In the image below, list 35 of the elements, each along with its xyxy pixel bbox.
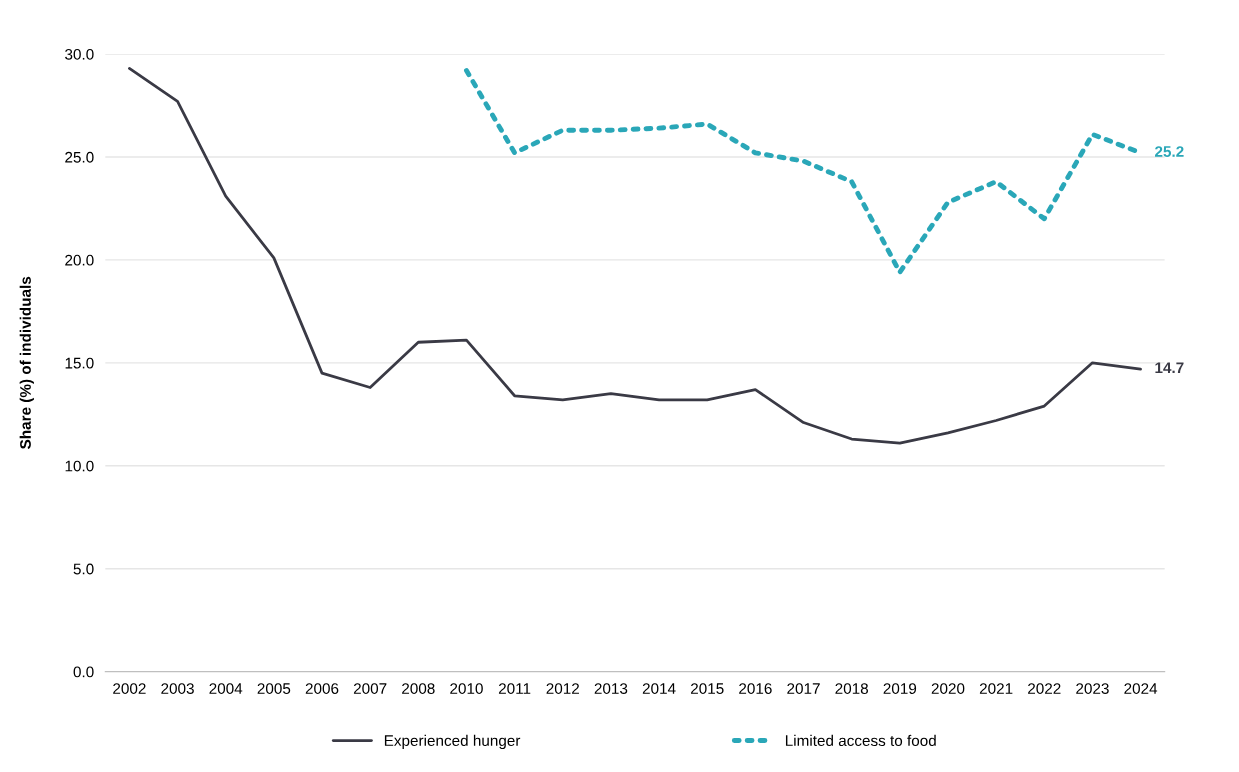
x-tick-label: 2002 [113, 683, 146, 694]
x-tick-label: 2013 [594, 683, 628, 694]
x-tick-label: 2019 [883, 683, 917, 694]
x-tick-label: 2006 [305, 683, 339, 694]
x-tick-label: 2016 [739, 683, 772, 694]
data-label: 25.2 [1155, 146, 1184, 157]
y-tick-label: 5.0 [73, 563, 94, 575]
line-series [127, 67, 1142, 445]
x-tick-label: 2023 [1076, 683, 1109, 694]
legend-label: Limited access to food [785, 734, 936, 747]
x-tick-label: 2018 [835, 683, 868, 694]
y-tick-label: 15.0 [65, 357, 94, 369]
x-tick-label: 2014 [642, 683, 676, 694]
legend-label: Experienced hunger [384, 734, 521, 750]
x-tick-label: 2021 [979, 683, 1013, 694]
x-tick-label: 2022 [1028, 683, 1061, 694]
y-tick-label: 20.0 [65, 254, 94, 266]
x-tick-label: 2007 [353, 683, 387, 694]
y-tick-label: 0.0 [73, 666, 94, 678]
x-tick-label: 2005 [257, 683, 291, 694]
x-tick-label: 2024 [1124, 683, 1158, 694]
x-tick-label: 2011 [498, 683, 531, 694]
y-tick-label: 10.0 [65, 460, 94, 472]
x-tick-label: 2017 [787, 683, 820, 694]
x-tick-label: 2015 [690, 683, 724, 694]
x-tick-label: 2010 [450, 683, 483, 694]
data-label: 14.7 [1155, 362, 1184, 373]
x-tick-label: 2003 [161, 683, 194, 694]
x-tick-label: 2012 [546, 683, 579, 694]
y-tick-label: 25.0 [65, 151, 94, 163]
x-tick-label: 2008 [402, 683, 435, 694]
y-tick-label: 30.0 [65, 48, 94, 60]
x-tick-label: 2004 [209, 683, 243, 694]
y-axis-title: Share (%) of individuals [19, 276, 34, 449]
x-tick-label: 2020 [931, 683, 965, 694]
